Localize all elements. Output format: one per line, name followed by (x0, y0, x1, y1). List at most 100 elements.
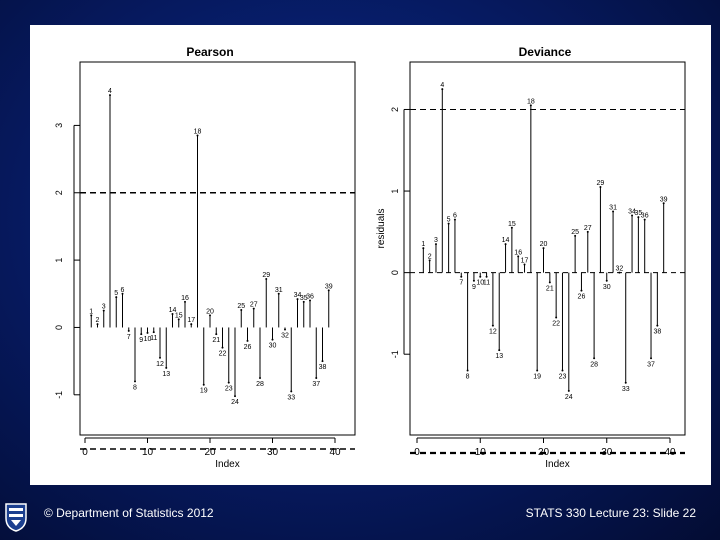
deviance-residual-point-36 (643, 218, 646, 221)
pearson-point-label-32: 32 (281, 332, 289, 339)
deviance-point-label-10: 10 (476, 280, 484, 287)
pearson-point-label-18: 18 (194, 129, 202, 136)
deviance-point-label-19: 19 (533, 374, 541, 381)
pearson-residual-point-35 (302, 300, 305, 303)
deviance-point-label-39: 39 (660, 196, 668, 203)
pearson-ytick-label: 2 (54, 190, 64, 195)
deviance-point-label-4: 4 (440, 82, 444, 89)
pearson-ytick-label: 0 (54, 325, 64, 330)
pearson-ytick-label: 3 (54, 123, 64, 128)
deviance-point-label-3: 3 (434, 237, 438, 244)
pearson-ytick-label: -1 (54, 391, 64, 399)
deviance-residual-point-38 (656, 324, 659, 327)
deviance-point-label-22: 22 (552, 321, 560, 328)
deviance-ytick-label: 2 (390, 107, 400, 112)
deviance-residual-point-23 (561, 369, 564, 372)
pearson-residual-point-28 (259, 376, 261, 379)
deviance-point-label-32: 32 (616, 266, 624, 273)
deviance-residual-point-22 (555, 316, 558, 319)
pearson-residual-point-10 (146, 331, 149, 334)
deviance-point-label-27: 27 (584, 225, 592, 232)
pearson-residual-point-25 (240, 308, 243, 311)
pearson-residual-point-39 (327, 289, 330, 292)
deviance-point-label-30: 30 (603, 284, 611, 291)
slide-info-text: STATS 330 Lecture 23: Slide 22 (525, 506, 696, 520)
deviance-residual-point-24 (567, 389, 570, 392)
deviance-residual-point-18 (529, 104, 532, 107)
pearson-residual-point-38 (321, 360, 324, 363)
deviance-point-label-7: 7 (459, 280, 463, 287)
pearson-point-label-38: 38 (319, 364, 327, 371)
deviance-point-label-23: 23 (559, 374, 567, 381)
pearson-point-label-19: 19 (200, 388, 208, 395)
pearson-point-label-39: 39 (325, 283, 333, 290)
residual-plots-figure: Pearson -1 0 1 2 3 0 10 20 30 40 Index 1 2 3 4 5 6 7 8 9 10 11… (30, 25, 711, 485)
pearson-point-label-20: 20 (206, 308, 214, 315)
pearson-residual-point-24 (234, 395, 236, 398)
deviance-ylabel: residuals (376, 208, 387, 248)
deviance-residual-point-31 (612, 210, 615, 213)
pearson-residual-point-37 (315, 376, 318, 379)
deviance-point-label-33: 33 (622, 386, 630, 393)
deviance-residual-point-9 (472, 279, 475, 282)
deviance-xtick-label: 0 (414, 447, 420, 458)
pearson-residual-point-1 (90, 314, 93, 317)
deviance-residual-point-35 (637, 216, 640, 219)
deviance-residual-point-37 (650, 357, 653, 360)
deviance-residual-point-32 (618, 271, 621, 274)
pearson-point-label-17: 17 (187, 317, 195, 324)
pearson-xtick-label: 20 (204, 447, 216, 458)
pearson-point-label-9: 9 (139, 337, 143, 344)
deviance-residual-point-15 (510, 226, 513, 229)
pearson-point-label-24: 24 (231, 399, 239, 406)
deviance-residual-point-2 (428, 259, 431, 262)
deviance-point-label-14: 14 (502, 237, 510, 244)
deviance-point-label-2: 2 (428, 253, 432, 260)
deviance-point-label-9: 9 (472, 284, 476, 291)
deviance-residual-point-27 (586, 230, 589, 233)
deviance-residual-point-14 (504, 243, 507, 246)
deviance-residual-point-26 (580, 289, 583, 292)
deviance-point-label-38: 38 (653, 329, 661, 336)
pearson-point-label-6: 6 (121, 287, 125, 294)
pearson-ytick-label: 1 (54, 258, 64, 263)
deviance-residual-point-6 (453, 218, 456, 221)
deviance-residual-point-20 (542, 247, 545, 250)
pearson-point-label-4: 4 (108, 88, 112, 95)
pearson-residual-point-32 (284, 328, 286, 331)
deviance-title: Deviance (519, 45, 572, 59)
pearson-residual-point-31 (277, 292, 280, 295)
deviance-residual-point-25 (574, 234, 577, 237)
pearson-point-label-34: 34 (294, 292, 302, 299)
pearson-point-label-3: 3 (102, 304, 106, 311)
pearson-residual-point-8 (134, 380, 136, 383)
pearson-residual-point-16 (184, 300, 186, 303)
pearson-point-label-2: 2 (96, 317, 100, 324)
deviance-point-label-34: 34 (628, 209, 636, 216)
pearson-point-label-15: 15 (175, 312, 183, 319)
deviance-point-label-17: 17 (521, 257, 529, 264)
deviance-point-label-8: 8 (466, 374, 470, 381)
deviance-ytick-label: 1 (390, 189, 400, 194)
pearson-point-label-29: 29 (262, 272, 270, 279)
pearson-plot-frame (79, 61, 356, 436)
pearson-residual-point-13 (165, 366, 168, 369)
deviance-residual-point-3 (434, 243, 437, 246)
pearson-residual-point-12 (159, 356, 161, 359)
pearson-point-label-30: 30 (269, 343, 277, 350)
pearson-residual-point-15 (177, 318, 180, 321)
deviance-residual-point-17 (523, 263, 526, 266)
pearson-residual-point-21 (215, 333, 218, 336)
deviance-ytick-label: 0 (390, 270, 400, 275)
pearson-residual-point-2 (96, 323, 99, 326)
pearson-point-label-35: 35 (300, 295, 308, 302)
pearson-residual-point-4 (109, 94, 111, 97)
deviance-point-label-6: 6 (453, 213, 457, 220)
deviance-residual-point-39 (662, 202, 665, 205)
pearson-residual-point-18 (196, 134, 199, 137)
deviance-point-label-28: 28 (590, 361, 598, 368)
deviance-point-label-31: 31 (609, 204, 617, 211)
pearson-residual-point-9 (140, 333, 143, 336)
pearson-point-label-37: 37 (312, 381, 320, 388)
